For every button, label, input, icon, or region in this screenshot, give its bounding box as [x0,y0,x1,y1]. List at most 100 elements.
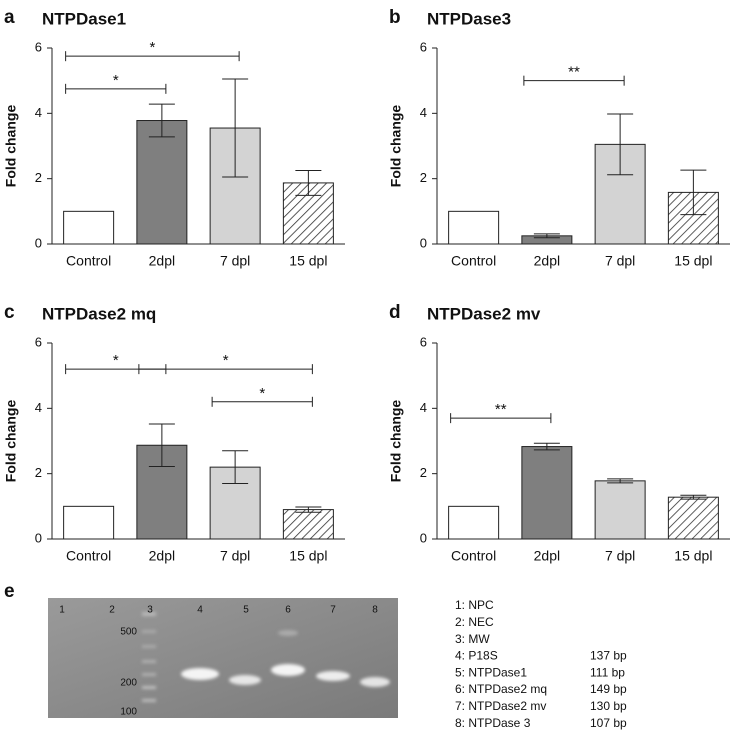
bar [63,505,115,540]
bar [521,446,573,540]
y-axis-label: Fold change [388,105,404,188]
y-tick-label: 4 [35,400,42,415]
x-tick-label: 15 dpl [674,548,712,564]
significance-label: * [149,39,155,56]
y-tick-label: 2 [35,170,42,185]
x-tick-label: Control [66,253,111,269]
error-bar [680,169,707,216]
legend-size: 149 bp [590,682,627,696]
x-tick-label: Control [451,548,496,564]
gel-image [48,598,398,718]
bar [667,496,719,540]
bar [594,480,646,540]
legend-name: 1: NPC [455,598,494,612]
panel-letter: d [389,302,401,323]
y-tick-label: 2 [420,170,427,185]
y-tick-label: 6 [35,334,42,349]
significance-bracket [211,396,313,407]
legend-size: 130 bp [590,699,627,713]
error-bar [680,494,707,500]
error-bar [295,170,322,196]
lane-number: 5 [243,605,249,616]
chart-panel: a NTPDase1 Fold change 0 2 4 6 Control 2dpl 7 dpl… [3,7,345,269]
gel-panel: e 1 2 3 4 5 6 7 8 500 200 100 1: NPC 2: NEC 3: MW 4: P… [4,581,627,730]
lane-number: 2 [109,605,115,616]
x-tick-label: 7 dpl [605,548,635,564]
x-tick-label: 7 dpl [220,548,250,564]
legend-size: 137 bp [590,649,627,663]
x-tick-label: 15 dpl [289,253,327,269]
error-bar [222,78,249,178]
x-tick-label: 7 dpl [220,253,250,269]
panel-letter: b [389,7,401,28]
significance-bracket [65,83,167,94]
panel-letter: a [4,7,15,28]
marker-label: 500 [120,627,137,638]
y-tick-label: 4 [35,105,42,120]
chart-title: NTPDase1 [42,9,126,28]
error-bar [222,450,249,484]
x-tick-label: 2dpl [149,548,175,564]
y-tick-label: 0 [35,530,42,545]
error-bar [533,442,560,451]
significance-label: ** [495,401,507,418]
error-bar [148,103,175,138]
y-tick-label: 0 [420,235,427,250]
lane-number: 1 [59,605,65,616]
legend-name: 5: NTPDase1 [455,665,527,679]
bar [448,210,500,245]
panel-letter: c [4,302,15,323]
error-bar [295,506,322,513]
bar [448,505,500,540]
lane-number: 4 [197,605,203,616]
y-tick-label: 2 [420,465,427,480]
y-tick-label: 6 [420,39,427,54]
x-tick-label: 15 dpl [289,548,327,564]
significance-label: * [113,352,119,369]
error-bar [533,233,560,239]
legend-name: 3: MW [455,632,490,646]
legend-name: 6: NTPDase2 mq [455,682,547,696]
significance-bracket [138,364,313,375]
lane-number: 8 [372,605,378,616]
x-tick-label: 15 dpl [674,253,712,269]
y-tick-label: 6 [420,334,427,349]
x-tick-label: 2dpl [534,253,560,269]
x-tick-label: 2dpl [149,253,175,269]
lane-number: 7 [330,605,336,616]
legend-size: 111 bp [590,665,625,679]
y-axis-label: Fold change [3,105,19,188]
x-tick-label: Control [451,253,496,269]
chart-panel: b NTPDase3 Fold change 0 2 4 6 Control 2dpl 7 dpl… [388,7,730,269]
lane-number: 3 [147,605,153,616]
chart-title: NTPDase2 mq [42,304,156,323]
y-axis-label: Fold change [3,400,19,483]
legend-name: 2: NEC [455,615,494,629]
error-bar [607,478,634,484]
lane-number: 6 [285,605,291,616]
legend-name: 4: P18S [455,649,498,663]
bar [63,210,115,245]
significance-label: * [113,72,119,89]
y-tick-label: 2 [35,465,42,480]
significance-label: * [259,385,265,402]
bar [136,120,188,245]
marker-label: 200 [120,678,137,689]
significance-bracket [65,51,240,62]
legend-name: 8: NTPDase 3 [455,716,531,730]
y-tick-label: 4 [420,400,427,415]
significance-bracket [523,75,625,86]
y-tick-label: 4 [420,105,427,120]
error-bar [607,113,634,176]
bar [282,509,334,540]
gel-bands [142,612,390,702]
x-tick-label: Control [66,548,111,564]
chart-title: NTPDase2 mv [427,304,541,323]
y-axis-label: Fold change [388,400,404,483]
significance-bracket [450,413,552,424]
y-tick-label: 6 [35,39,42,54]
error-bar [148,423,175,467]
significance-label: * [223,352,229,369]
y-tick-label: 0 [35,235,42,250]
